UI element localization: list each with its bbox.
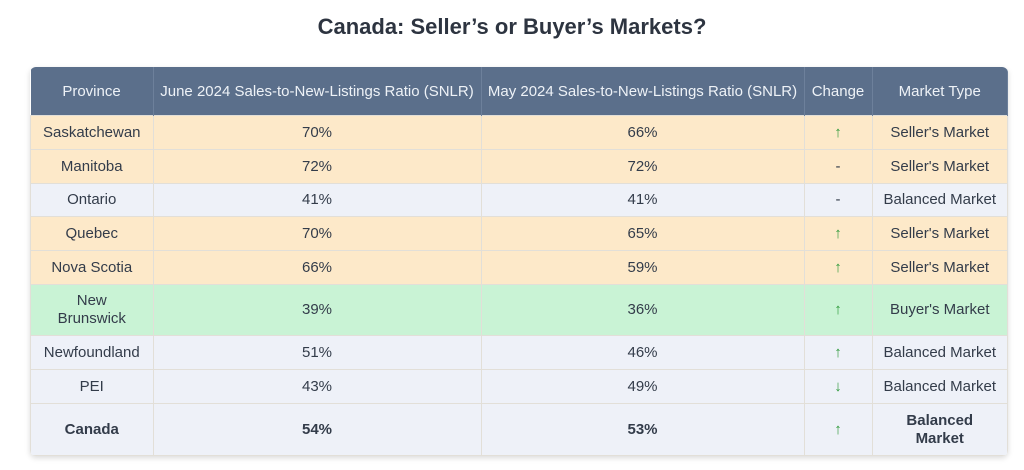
change-cell: -	[803, 149, 873, 184]
june-snlr-cell: 70%	[152, 216, 482, 251]
may-snlr-cell: 66%	[480, 115, 805, 150]
may-snlr-cell: 59%	[480, 250, 805, 285]
arrow-up-icon: ↑	[803, 216, 873, 251]
june-snlr-cell: 54%	[152, 403, 482, 456]
market-type-cell: Seller's Market	[871, 115, 1008, 150]
table-row: Newfoundland 51% 46% ↑ Balanced Market	[30, 335, 1008, 370]
arrow-up-icon: ↑	[803, 403, 873, 456]
june-snlr-cell: 43%	[152, 369, 482, 404]
col-may: May 2024 Sales-to-New-Listings Ratio (SN…	[481, 67, 805, 116]
col-market-type: Market Type	[872, 67, 1008, 116]
may-snlr-cell: 49%	[480, 369, 805, 404]
province-cell: Nova Scotia	[30, 250, 154, 285]
may-snlr-cell: 41%	[480, 183, 805, 217]
col-change: Change	[804, 67, 873, 116]
may-snlr-cell: 72%	[480, 149, 805, 184]
header-row: Province June 2024 Sales-to-New-Listings…	[30, 67, 1008, 116]
change-cell: -	[803, 183, 873, 217]
col-province: Province	[30, 67, 154, 116]
market-type-cell: Buyer's Market	[871, 284, 1008, 336]
market-type-cell: Balanced Market	[871, 403, 1008, 456]
province-cell: Canada	[30, 403, 154, 456]
arrow-down-icon: ↓	[803, 369, 873, 404]
may-snlr-cell: 65%	[480, 216, 805, 251]
market-type-cell: Balanced Market	[871, 335, 1008, 370]
june-snlr-cell: 66%	[152, 250, 482, 285]
june-snlr-cell: 51%	[152, 335, 482, 370]
province-cell: Quebec	[30, 216, 154, 251]
table-row: PEI 43% 49% ↓ Balanced Market	[30, 369, 1008, 404]
province-cell: Newfoundland	[30, 335, 154, 370]
june-snlr-cell: 70%	[152, 115, 482, 150]
arrow-up-icon: ↑	[803, 335, 873, 370]
table-row: Manitoba 72% 72% - Seller's Market	[30, 149, 1008, 184]
province-cell: Saskatchewan	[30, 115, 154, 150]
province-cell: PEI	[30, 369, 154, 404]
market-type-cell: Seller's Market	[871, 216, 1008, 251]
arrow-up-icon: ↑	[803, 115, 873, 150]
province-cell: Manitoba	[30, 149, 154, 184]
province-cell: New Brunswick	[30, 284, 154, 336]
may-snlr-cell: 36%	[480, 284, 805, 336]
table-row: Ontario 41% 41% - Balanced Market	[30, 183, 1008, 217]
arrow-up-icon: ↑	[803, 284, 873, 336]
june-snlr-cell: 72%	[152, 149, 482, 184]
market-type-cell: Balanced Market	[871, 183, 1008, 217]
province-cell: Ontario	[30, 183, 154, 217]
table-row: Saskatchewan 70% 66% ↑ Seller's Market	[30, 115, 1008, 150]
may-snlr-cell: 46%	[480, 335, 805, 370]
june-snlr-cell: 41%	[152, 183, 482, 217]
market-type-cell: Seller's Market	[871, 250, 1008, 285]
market-type-cell: Balanced Market	[871, 369, 1008, 404]
table-row: Canada 54% 53% ↑ Balanced Market	[30, 403, 1008, 456]
table-row: Nova Scotia 66% 59% ↑ Seller's Market	[30, 250, 1008, 285]
june-snlr-cell: 39%	[152, 284, 482, 336]
market-type-cell: Seller's Market	[871, 149, 1008, 184]
col-june: June 2024 Sales-to-New-Listings Ratio (S…	[153, 67, 482, 116]
market-table: Province June 2024 Sales-to-New-Listings…	[30, 67, 1008, 456]
may-snlr-cell: 53%	[480, 403, 805, 456]
table-row: New Brunswick 39% 36% ↑ Buyer's Market	[30, 284, 1008, 336]
page-title: Canada: Seller’s or Buyer’s Markets?	[317, 14, 707, 39]
arrow-up-icon: ↑	[803, 250, 873, 285]
table-row: Quebec 70% 65% ↑ Seller's Market	[30, 216, 1008, 251]
